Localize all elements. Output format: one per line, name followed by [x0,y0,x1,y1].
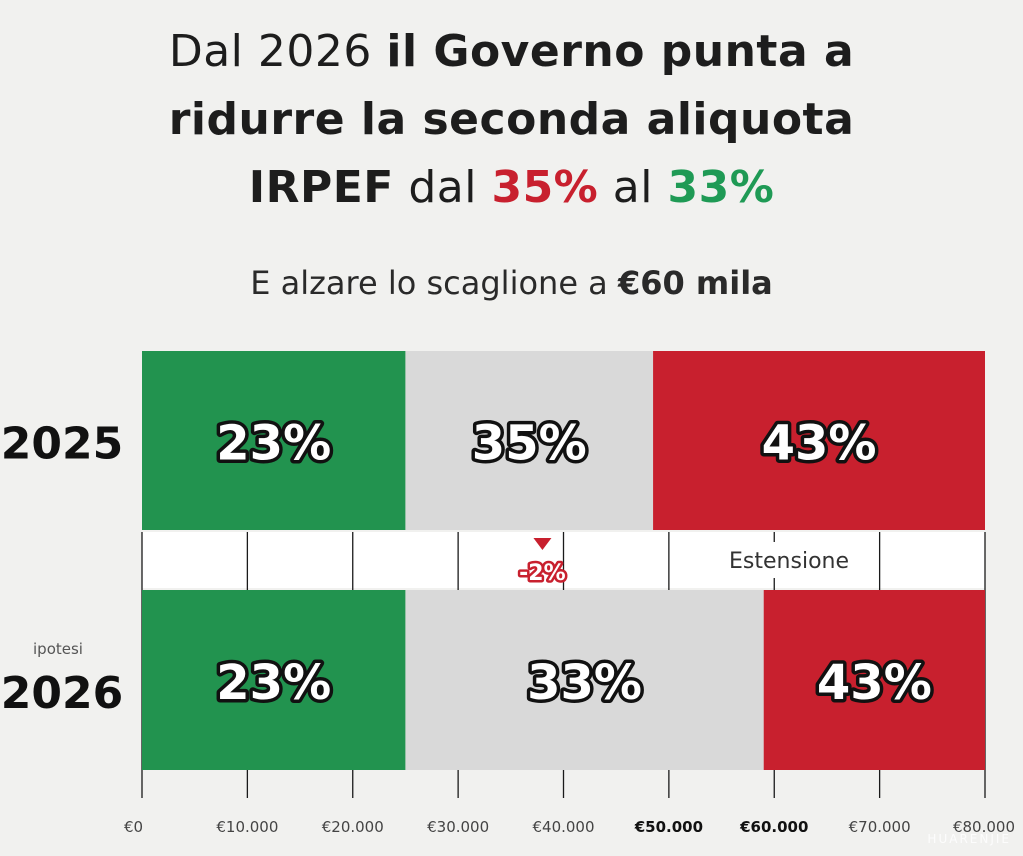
bar-rate-label: 23% [216,655,331,711]
row-label: 2025 [1,419,123,470]
bar-rate-label: 33% [527,655,642,711]
x-tick-label: €30.000 [427,818,489,836]
bar-segment-2025 [653,351,985,530]
x-tick-label: €60.000 [739,818,808,836]
title-line-3: IRPEF dal 35% al 33% [0,154,1023,222]
tax-bracket-chart: 23% 35% 43% 2025 23% 33% 43% ipotesi 2026 -2% Este… [1,351,1015,836]
bar-segment-2026 [142,590,406,770]
title-old-rate: 35% [491,162,599,213]
x-tick-label: €40.000 [532,818,594,836]
bar-segment-2026 [405,590,764,770]
row-label: 2026 [1,668,123,719]
title-line-2: ridurre la seconda aliquota [168,94,855,145]
bar-rate-label: 23% [216,416,331,472]
bar-rate-label: 35% [472,416,587,472]
bar-segment-2026 [763,590,985,770]
subtitle-text: E alzare lo scaglione a [250,264,608,302]
extension-label: Estensione [729,549,849,574]
subtitle-bold: €60 mila [617,264,773,302]
extension-label-bg [709,542,870,578]
x-tick-label: €50.000 [634,818,703,836]
title-new-rate: 33% [667,162,775,213]
delta-label: -2% [519,561,565,586]
subtitle: E alzare lo scaglione a €60 mila [0,258,1023,308]
delta-arrow-icon [533,538,552,550]
title-part-2: il Governo punta a [386,26,855,77]
title-dal: dal [408,162,477,213]
bar-rate-label: 43% [817,655,932,711]
x-tick-label: €70.000 [849,818,911,836]
x-tick-label: €80.000 [953,818,1015,836]
row-sublabel: ipotesi [33,640,83,658]
bar-rate-label: 43% [762,416,877,472]
x-tick-label: €10.000 [216,818,278,836]
bar-segment-2025 [405,351,654,530]
page-title: Dal 2026 il Governo punta a ridurre la s… [0,18,1023,222]
x-tick-label: €20.000 [322,818,384,836]
title-part-1: Dal 2026 [168,26,372,77]
title-al: al [612,162,653,213]
title-irpef: IRPEF [248,162,394,213]
x-tick-label: €0 [124,818,143,836]
watermark: HUARENJIE [927,832,1011,846]
bar-segment-2025 [142,351,406,530]
title-line-1: Dal 2026 il Governo punta a [0,18,1023,86]
